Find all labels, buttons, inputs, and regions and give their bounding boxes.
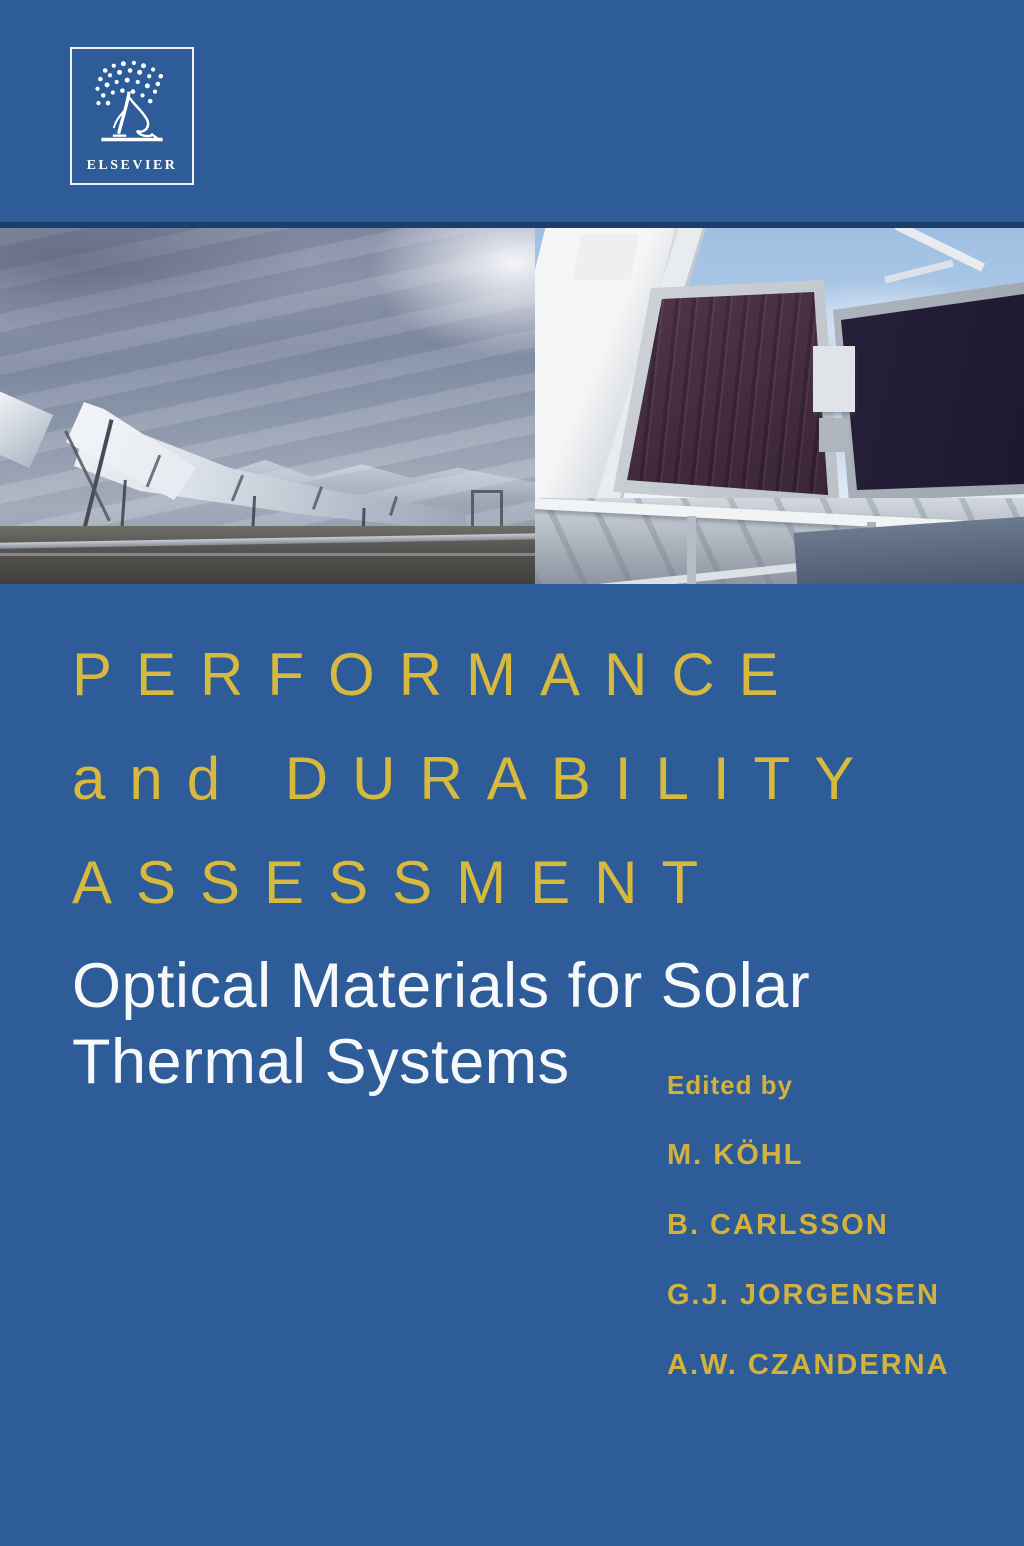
title-line-2: and DURABILITY <box>72 744 879 812</box>
rig-equipment-box <box>813 346 855 412</box>
subtitle-line-2: Thermal Systems <box>72 1027 570 1097</box>
fence-rail <box>0 553 535 556</box>
editor-name: B. CARLSSON <box>667 1209 889 1241</box>
elsevier-tree-icon <box>95 60 164 142</box>
cover-photo-strip <box>0 222 1024 584</box>
white-box-top <box>572 234 640 280</box>
book-subtitle: Optical Materials for Solar Thermal Syst… <box>72 948 810 1100</box>
editor-name: M. KÖHL <box>667 1139 804 1171</box>
editors-list: M. KÖHL B. CARLSSON G.J. JORGENSEN A.W. … <box>667 1140 950 1420</box>
edited-by-label: Edited by <box>667 1070 794 1100</box>
collector-left-panel <box>627 292 828 495</box>
photo-flat-plate-collectors <box>535 228 1024 584</box>
power-pylon <box>471 490 503 527</box>
collector-right-panel <box>841 294 1024 490</box>
rig-equipment-box <box>819 418 849 452</box>
elsevier-logo: ELSEVIER <box>70 47 194 185</box>
book-title: PERFORMANCE and DURABILITY ASSESSMENT <box>72 622 878 934</box>
title-line-3: ASSESSMENT <box>72 848 723 916</box>
editor-name: A.W. CZANDERNA <box>667 1349 950 1381</box>
photo-parabolic-troughs <box>0 228 535 584</box>
title-line-1: PERFORMANCE <box>72 640 803 708</box>
subtitle-line-1: Optical Materials for Solar <box>72 951 811 1021</box>
editor-name: G.J. JORGENSEN <box>667 1279 940 1311</box>
elsevier-wordmark: ELSEVIER <box>86 158 178 173</box>
rig-leg <box>687 516 696 584</box>
